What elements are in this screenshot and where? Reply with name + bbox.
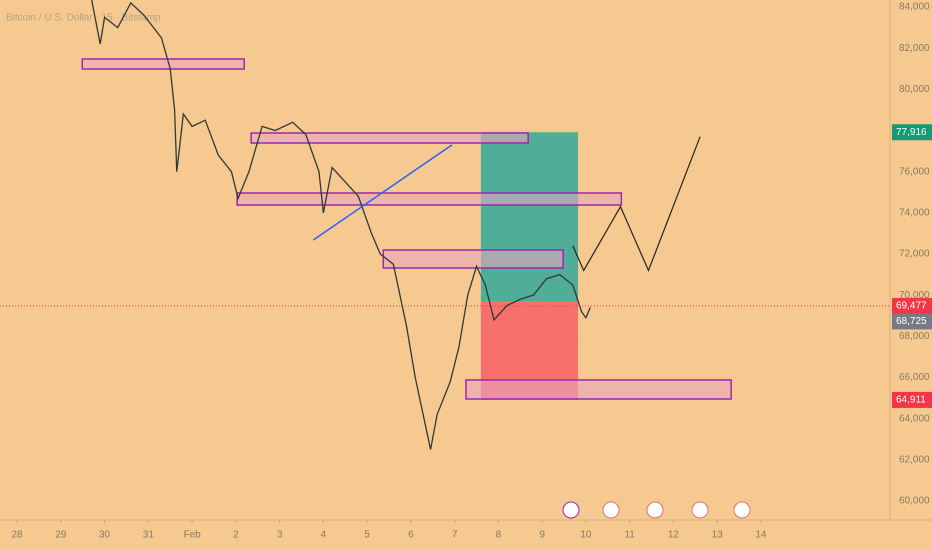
x-tick-label: 7 [452,530,458,541]
event-icon [733,501,751,519]
zone [382,249,564,269]
x-tick-label: 9 [539,530,545,541]
x-tick-label: 12 [668,530,680,541]
zone [250,132,529,144]
price-label-box [892,391,932,408]
x-tick-label: 6 [408,530,414,541]
price-label-box [892,124,932,141]
price-label: 69,477 [896,301,927,312]
price-line [91,0,591,450]
x-tick-label: 11 [624,530,635,541]
y-tick-label: 70,000 [899,290,930,301]
y-tick-label: 60,000 [899,496,930,507]
y-tick-label: 76,000 [899,166,930,177]
x-tick-label: Feb [183,530,201,541]
x-tick-label: 30 [99,530,111,541]
y-tick-label: 66,000 [899,372,930,383]
x-tick-label: 13 [712,530,724,541]
x-tick-label: 14 [755,530,767,541]
position-profit [480,132,579,302]
y-tick-label: 72,000 [899,249,930,260]
x-tick-label: 2 [233,530,239,541]
x-tick-label: 28 [12,530,24,541]
trendline [312,144,453,241]
x-tick-label: 31 [143,530,155,541]
event-icon [602,501,620,519]
zone [236,192,623,206]
event-icon [562,501,580,519]
zone [465,379,732,400]
price-label: 77,916 [896,127,927,138]
y-tick-label: 68,000 [899,331,930,342]
price-label: 64,911 [896,395,926,406]
y-tick-label: 64,000 [899,413,930,424]
event-icon [691,501,709,519]
y-tick-label: 74,000 [899,207,930,218]
event-icons [562,501,751,519]
x-tick-label: 5 [364,530,370,541]
projection-path [572,136,701,273]
x-tick-label: 29 [55,530,67,541]
price-label: 68,725 [896,316,927,327]
price-label-box [892,313,932,330]
x-tick-label: 4 [321,530,327,541]
y-tick-label: 80,000 [899,84,930,95]
x-tick-label: 8 [496,530,502,541]
x-tick-label: 10 [580,530,592,541]
event-icon [646,501,664,519]
x-tick-label: 3 [277,530,283,541]
chart-title: Bitcoin / U.S. Dollar · 15 · Bitstamp [6,13,161,24]
y-tick-label: 82,000 [899,43,930,54]
y-tick-label: 84,000 [899,2,930,13]
y-tick-label: 62,000 [899,454,930,465]
zone [81,58,245,70]
